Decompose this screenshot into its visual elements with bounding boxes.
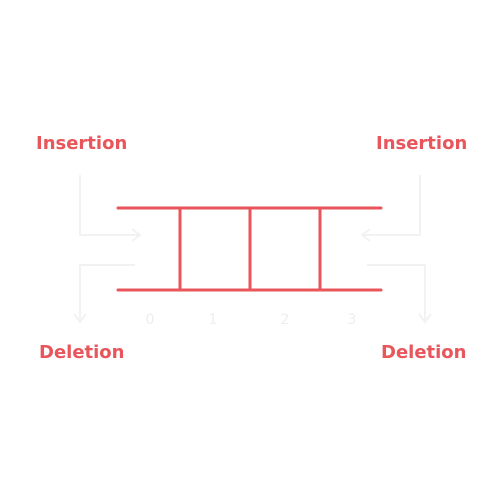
index-label-3: 3	[348, 312, 357, 328]
index-label-2: 2	[281, 312, 290, 328]
delete-left-arrow	[73, 264, 135, 324]
insert-left-arrow	[79, 175, 142, 242]
deletion-label-left: Deletion	[39, 342, 125, 363]
index-label-1: 1	[209, 312, 218, 328]
insertion-label-right: Insertion	[376, 133, 468, 154]
deletion-label-right: Deletion	[381, 342, 467, 363]
delete-right-arrow	[367, 264, 432, 324]
index-label-0: 0	[146, 312, 155, 328]
insert-right-arrow	[360, 175, 421, 242]
insertion-label-left: Insertion	[36, 133, 128, 154]
deque-frame	[116, 206, 383, 292]
